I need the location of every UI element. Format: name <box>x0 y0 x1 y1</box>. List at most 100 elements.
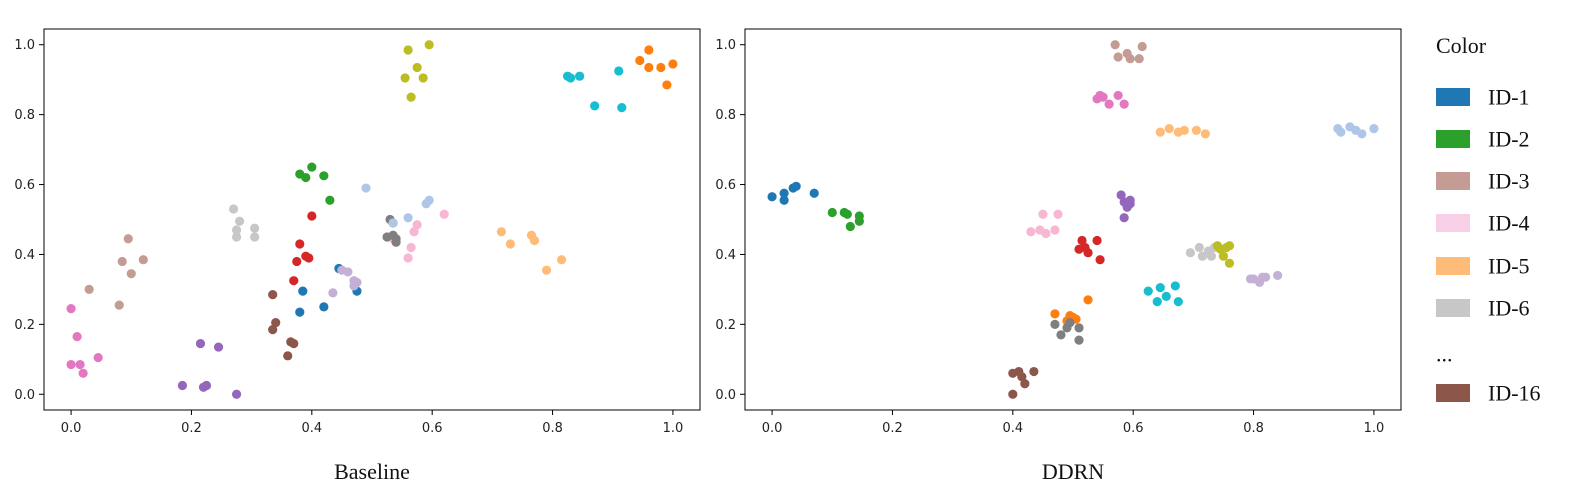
scatter-point <box>1273 270 1283 281</box>
scatter-point <box>78 368 88 378</box>
x-tick-label: 0.2 <box>882 421 903 436</box>
scatter-point <box>406 92 416 102</box>
legend-swatch <box>1436 130 1470 148</box>
scatter-point <box>1185 248 1195 258</box>
scatter-point <box>328 288 338 298</box>
x-tick-label: 0.4 <box>1002 421 1023 436</box>
scatter-point <box>791 181 801 191</box>
scatter-point <box>1026 227 1036 237</box>
scatter-point <box>529 235 540 246</box>
scatter-point <box>195 338 206 349</box>
legend-swatch <box>1436 384 1470 402</box>
scatter-point <box>250 232 260 242</box>
scatter-point <box>842 209 852 219</box>
scatter-point <box>827 207 837 218</box>
scatter-point <box>424 40 434 50</box>
scatter-point <box>1369 124 1379 134</box>
legend-swatch <box>1436 88 1470 106</box>
scatter-point <box>1053 209 1063 219</box>
scatter-point <box>590 101 600 111</box>
scatter-point <box>1260 272 1271 282</box>
legend: Color ID-1 ID-2 ID-3 ID-4 ID-5 ID-6... ID-16 <box>1436 33 1541 406</box>
scatter-point <box>283 351 293 361</box>
y-tick-label: 0.0 <box>14 388 35 403</box>
scatter-point <box>400 73 410 83</box>
x-tick-label: 1.0 <box>1364 421 1385 436</box>
scatter-point <box>201 380 212 391</box>
scatter-point <box>1038 209 1048 219</box>
scatter-point <box>779 188 789 198</box>
scatter-point <box>84 284 94 295</box>
scatter-point <box>228 204 239 214</box>
scatter-point <box>1179 125 1189 135</box>
legend-swatch <box>1436 214 1470 232</box>
scatter-point <box>304 253 314 263</box>
scatter-point <box>668 59 678 69</box>
scatter-point <box>1164 124 1174 134</box>
scatter-point <box>656 62 666 73</box>
x-tick-label: 0.2 <box>181 421 202 436</box>
scatter-point <box>289 338 299 349</box>
scatter-point <box>1206 251 1217 261</box>
scatter-point <box>1200 129 1211 139</box>
scatter-point <box>439 209 449 219</box>
legend-ellipsis: ... <box>1436 342 1453 367</box>
scatter-point <box>1161 291 1171 301</box>
scatter-point <box>1029 366 1039 377</box>
scatter-point <box>1074 323 1084 333</box>
scatter-point <box>614 66 624 76</box>
y-tick-label: 1.0 <box>715 38 736 53</box>
scatter-point <box>496 227 506 237</box>
scatter-point <box>1224 258 1235 268</box>
scatter-point <box>1041 228 1051 239</box>
scatter-point <box>845 221 855 232</box>
scatter-point <box>295 239 305 249</box>
legend-swatch <box>1436 257 1470 275</box>
ddrn-panel: 0.0 0.2 0.4 0.6 0.8 1.0 0.0 0.2 0.4 0.6 0.8 1.0 DDRN <box>715 28 1402 484</box>
scatter-point <box>1104 99 1114 109</box>
scatter-point <box>1008 389 1018 399</box>
scatter-point <box>117 256 127 267</box>
scatter-point <box>854 216 864 226</box>
scatter-point <box>72 331 82 342</box>
scatter-point <box>361 183 371 193</box>
scatter-point <box>809 188 819 198</box>
legend-title: Color <box>1436 33 1487 58</box>
x-tick-label: 0.6 <box>422 421 443 436</box>
y-tick-label: 0.0 <box>715 388 736 403</box>
legend-label: ID-6 <box>1488 296 1530 321</box>
scatter-point <box>635 55 645 66</box>
scatter-point <box>1155 283 1165 293</box>
scatter-point <box>391 237 401 247</box>
scatter-point <box>617 103 627 113</box>
scatter-point <box>662 80 672 90</box>
scatter-point <box>409 227 419 237</box>
scatter-point <box>231 389 242 399</box>
scatter-point <box>307 211 317 221</box>
scatter-point <box>325 195 335 205</box>
scatter-point <box>1218 251 1229 261</box>
scatter-point <box>1098 92 1108 102</box>
scatter-point <box>138 255 148 265</box>
scatter-point <box>1143 286 1153 296</box>
scatter-point <box>1083 295 1093 305</box>
scatter-point <box>779 195 789 205</box>
scatter-point <box>289 276 299 286</box>
scatter-point <box>1125 199 1135 209</box>
scatter-point <box>556 255 567 265</box>
y-tick-label: 0.6 <box>14 178 35 193</box>
scatter-point <box>295 307 305 317</box>
scatter-point <box>177 380 188 391</box>
scatter-point <box>406 242 416 253</box>
scatter-point <box>644 62 654 73</box>
scatter-point <box>575 71 585 81</box>
scatter-point <box>1119 99 1129 109</box>
legend-label: ID-5 <box>1488 254 1530 279</box>
scatter-point <box>1357 129 1367 139</box>
legend-label: ID-2 <box>1488 127 1530 152</box>
scatter-point <box>1074 335 1084 345</box>
scatter-point <box>1017 372 1027 382</box>
scatter-point <box>66 359 76 370</box>
scatter-point <box>307 162 317 172</box>
